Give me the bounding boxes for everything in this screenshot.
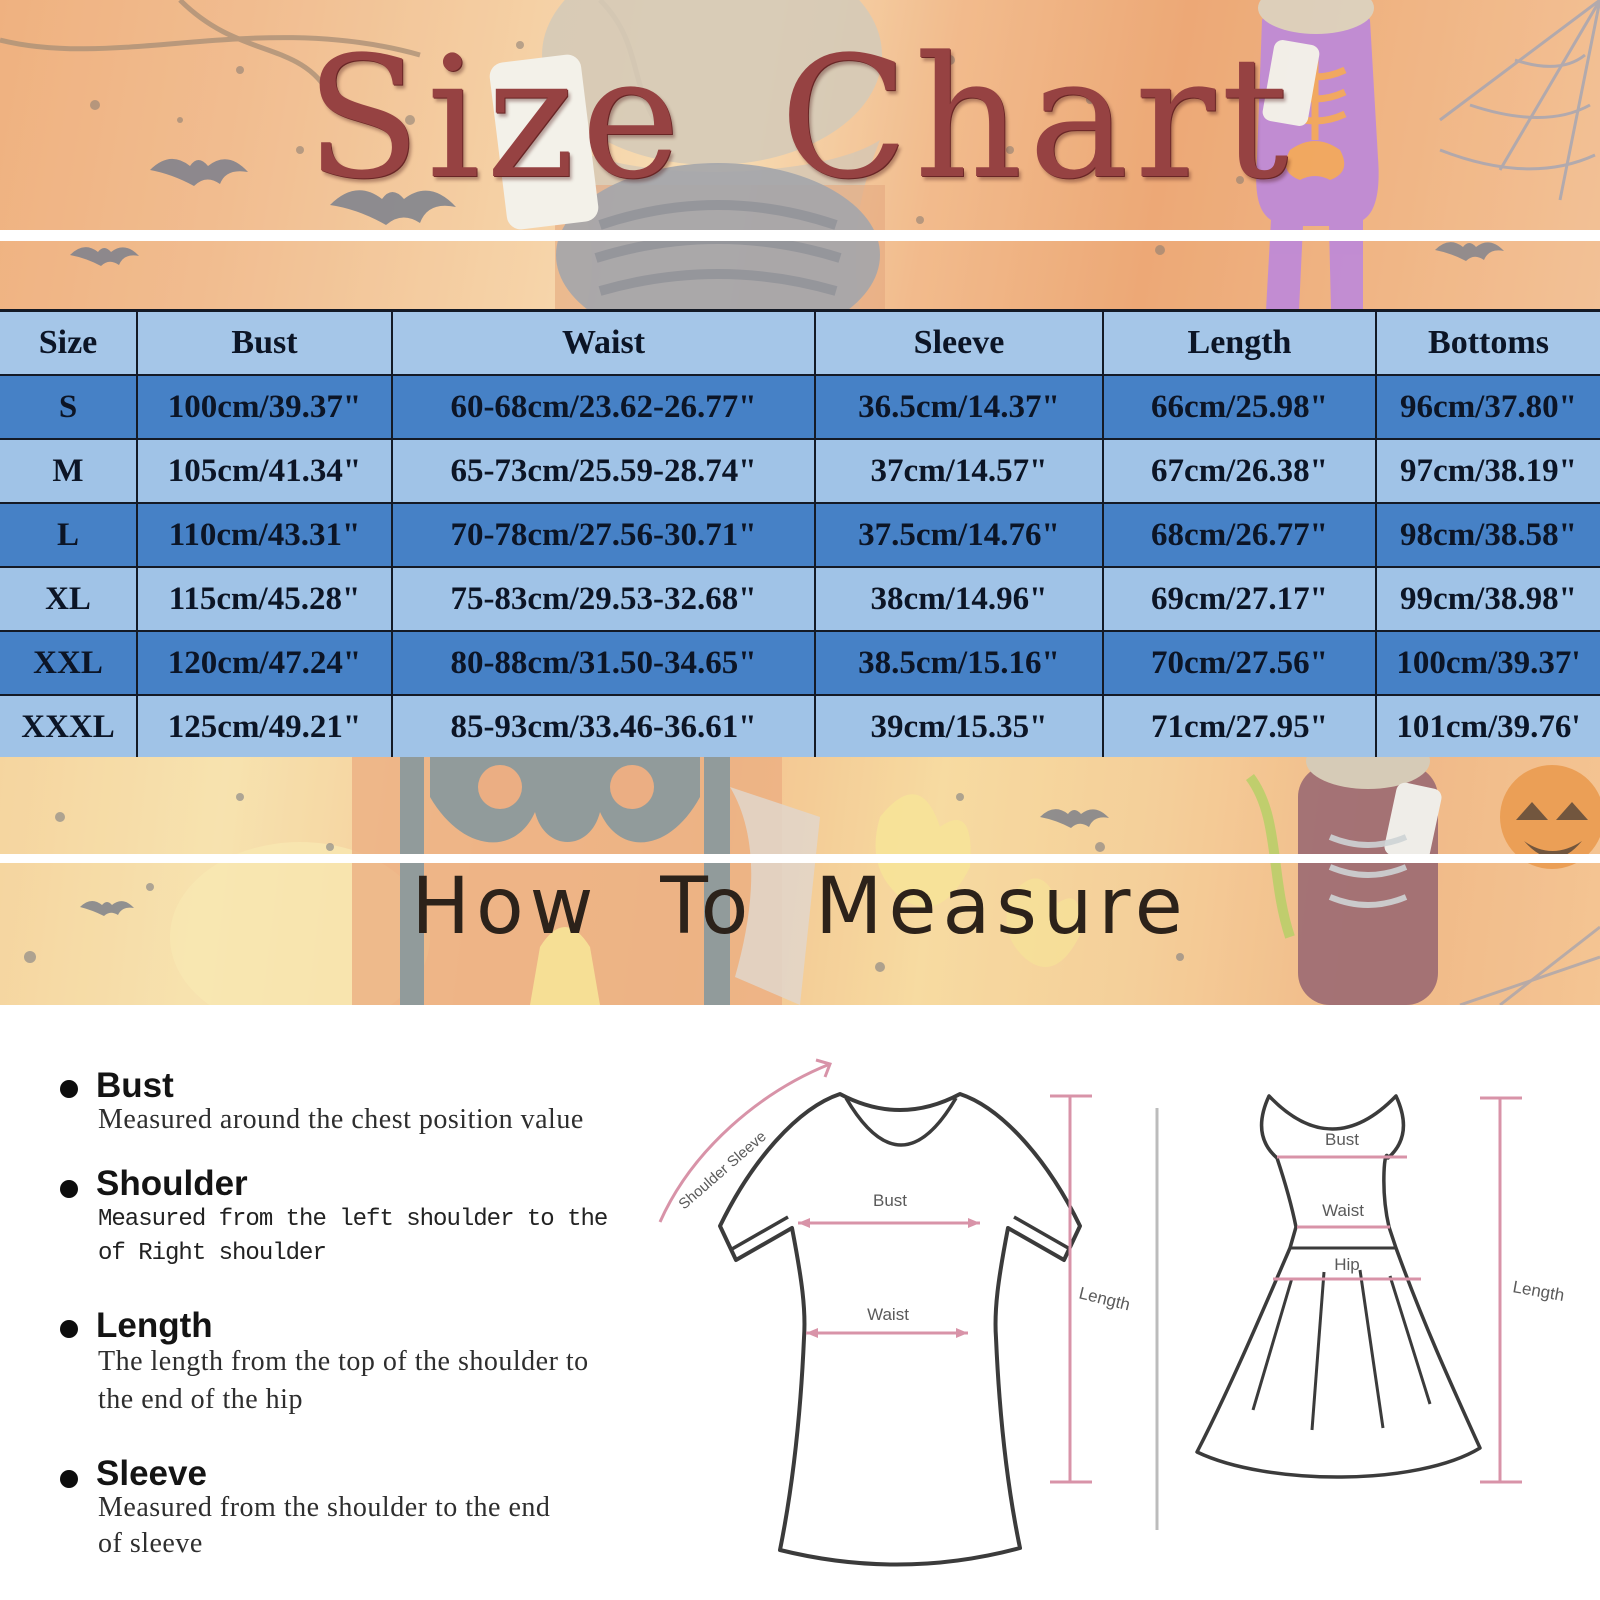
column-header: Sleeve xyxy=(816,312,1104,376)
shirt-length-label: Length xyxy=(1077,1283,1132,1314)
column-header: Length xyxy=(1104,312,1377,376)
table-cell: 36.5cm/14.37" xyxy=(816,376,1104,440)
table-cell: 37.5cm/14.76" xyxy=(816,504,1104,568)
column-header: Bust xyxy=(138,312,393,376)
halloween-photo-banner-middle xyxy=(0,757,1600,1005)
table-cell: 100cm/39.37' xyxy=(1377,632,1600,696)
bullet-icon xyxy=(60,1180,78,1198)
table-cell: 80-88cm/31.50-34.65" xyxy=(393,632,816,696)
shirt-waist-label: Waist xyxy=(867,1305,909,1324)
page-title: Size Chart xyxy=(305,20,1295,216)
white-divider-top xyxy=(0,230,1600,241)
bullet-icon xyxy=(60,1470,78,1488)
table-cell: 110cm/43.31" xyxy=(138,504,393,568)
table-cell: L xyxy=(0,504,138,568)
table-cell: 75-83cm/29.53-32.68" xyxy=(393,568,816,632)
bullet-icon xyxy=(60,1320,78,1338)
table-cell: XXXL xyxy=(0,696,138,760)
table-cell: 100cm/39.37" xyxy=(138,376,393,440)
section-title-how-to-measure: How To Measure xyxy=(411,862,1189,952)
measure-item-label: Bust xyxy=(96,1066,174,1105)
table-cell: XL xyxy=(0,568,138,632)
table-cell: 60-68cm/23.62-26.77" xyxy=(393,376,816,440)
table-cell: 97cm/38.19" xyxy=(1377,440,1600,504)
table-cell: 125cm/49.21" xyxy=(138,696,393,760)
dress-bust-label: Bust xyxy=(1325,1130,1359,1149)
measure-item-desc: Measured from the shoulder to the end xyxy=(98,1492,551,1523)
measure-item-desc: The length from the top of the shoulder … xyxy=(98,1346,589,1377)
size-table: Size Bust Waist Sleeve Length Bottoms S … xyxy=(0,309,1600,763)
table-cell: 70cm/27.56" xyxy=(1104,632,1377,696)
halloween-decor-top xyxy=(0,0,1600,310)
measure-item-desc: of Right shoulder xyxy=(98,1240,327,1267)
table-cell: 67cm/26.38" xyxy=(1104,440,1377,504)
table-cell: 101cm/39.76' xyxy=(1377,696,1600,760)
table-cell: 98cm/38.58" xyxy=(1377,504,1600,568)
table-cell: 69cm/27.17" xyxy=(1104,568,1377,632)
measure-item-label: Length xyxy=(96,1306,213,1345)
measure-item-label: Sleeve xyxy=(96,1454,207,1493)
table-cell: 120cm/47.24" xyxy=(138,632,393,696)
table-cell: 39cm/15.35" xyxy=(816,696,1104,760)
table-cell: 37cm/14.57" xyxy=(816,440,1104,504)
table-cell: XXL xyxy=(0,632,138,696)
table-cell: 38.5cm/15.16" xyxy=(816,632,1104,696)
measure-item-desc: Measured around the chest position value xyxy=(98,1104,584,1135)
table-cell: 96cm/37.80" xyxy=(1377,376,1600,440)
table-cell: 65-73cm/25.59-28.74" xyxy=(393,440,816,504)
shirt-bust-label: Bust xyxy=(873,1191,907,1210)
table-cell: 71cm/27.95" xyxy=(1104,696,1377,760)
table-cell: S xyxy=(0,376,138,440)
dress-measure-diagram: Bust Waist Hip Length xyxy=(1155,1094,1566,1530)
table-cell: 38cm/14.96" xyxy=(816,568,1104,632)
table-cell: 99cm/38.98" xyxy=(1377,568,1600,632)
table-cell: 70-78cm/27.56-30.71" xyxy=(393,504,816,568)
dress-hip-label: Hip xyxy=(1334,1255,1360,1274)
measure-item-desc: the end of the hip xyxy=(98,1384,303,1415)
halloween-photo-banner-top xyxy=(0,0,1600,310)
dress-waist-label: Waist xyxy=(1322,1201,1364,1220)
white-divider-middle xyxy=(0,854,1600,863)
table-cell: 85-93cm/33.46-36.61" xyxy=(393,696,816,760)
halloween-decor-middle xyxy=(0,757,1600,1005)
table-cell: 115cm/45.28" xyxy=(138,568,393,632)
photo-wash-overlay xyxy=(0,0,1600,310)
column-header: Waist xyxy=(393,312,816,376)
measure-item-desc: Measured from the left shoulder to the xyxy=(98,1206,608,1233)
column-header: Size xyxy=(0,312,138,376)
measure-item-desc: of sleeve xyxy=(98,1528,203,1559)
column-header: Bottoms xyxy=(1377,312,1600,376)
measure-item-label: Shoulder xyxy=(96,1164,248,1203)
table-cell: 66cm/25.98" xyxy=(1104,376,1377,440)
table-cell: 105cm/41.34" xyxy=(138,440,393,504)
table-cell: 68cm/26.77" xyxy=(1104,504,1377,568)
tshirt-measure-diagram: Bust Waist Length Shoulder Sleeve xyxy=(658,1058,1132,1567)
bullet-icon xyxy=(60,1080,78,1098)
table-cell: M xyxy=(0,440,138,504)
dress-length-label: Length xyxy=(1511,1277,1566,1305)
